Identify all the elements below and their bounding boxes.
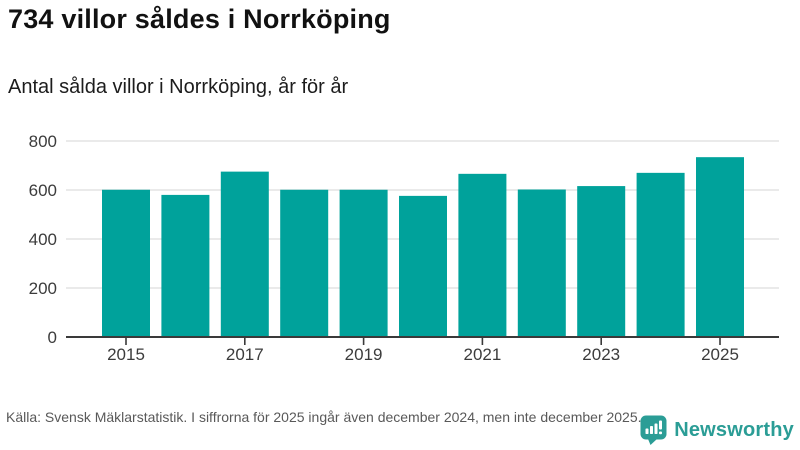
chart-title: 734 villor såldes i Norrköping <box>8 4 391 34</box>
bar-2023 <box>577 186 626 337</box>
bar-2025 <box>696 157 744 337</box>
chart-subtitle: Antal sålda villor i Norrköping, år för … <box>8 76 349 98</box>
bar-2018 <box>280 189 329 337</box>
x-tick-label-2017: 2017 <box>226 345 264 364</box>
newsworthy-logo-text: Newsworthy <box>674 418 794 441</box>
newsworthy-logo-icon <box>640 415 667 445</box>
bar-2020 <box>399 195 447 337</box>
x-tick-label-2025: 2025 <box>701 345 739 364</box>
x-tick-label-2019: 2019 <box>345 345 383 364</box>
bar-2019 <box>339 189 388 337</box>
y-tick-label-600: 600 <box>29 181 57 200</box>
x-tick-label-2023: 2023 <box>582 345 620 364</box>
x-tick-label-2015: 2015 <box>107 345 145 364</box>
bar-2021 <box>458 173 507 337</box>
x-tick-label-2021: 2021 <box>463 345 501 364</box>
bar-2016 <box>161 194 210 337</box>
bar-chart: 0 200 400 600 800 2015 2017 2019 2021 2023 2025 <box>29 132 779 364</box>
source-note: Källa: Svensk Mäklarstatistik. I siffror… <box>6 409 642 425</box>
bar-2024 <box>636 172 685 337</box>
bar-2022 <box>517 189 566 337</box>
newsworthy-logo: Newsworthy <box>640 414 794 446</box>
y-tick-label-400: 400 <box>29 230 57 249</box>
bar-2015 <box>102 189 150 337</box>
y-tick-label-0: 0 <box>48 328 57 347</box>
bar-2017 <box>220 171 269 337</box>
y-tick-label-800: 800 <box>29 132 57 151</box>
y-tick-label-200: 200 <box>29 279 57 298</box>
